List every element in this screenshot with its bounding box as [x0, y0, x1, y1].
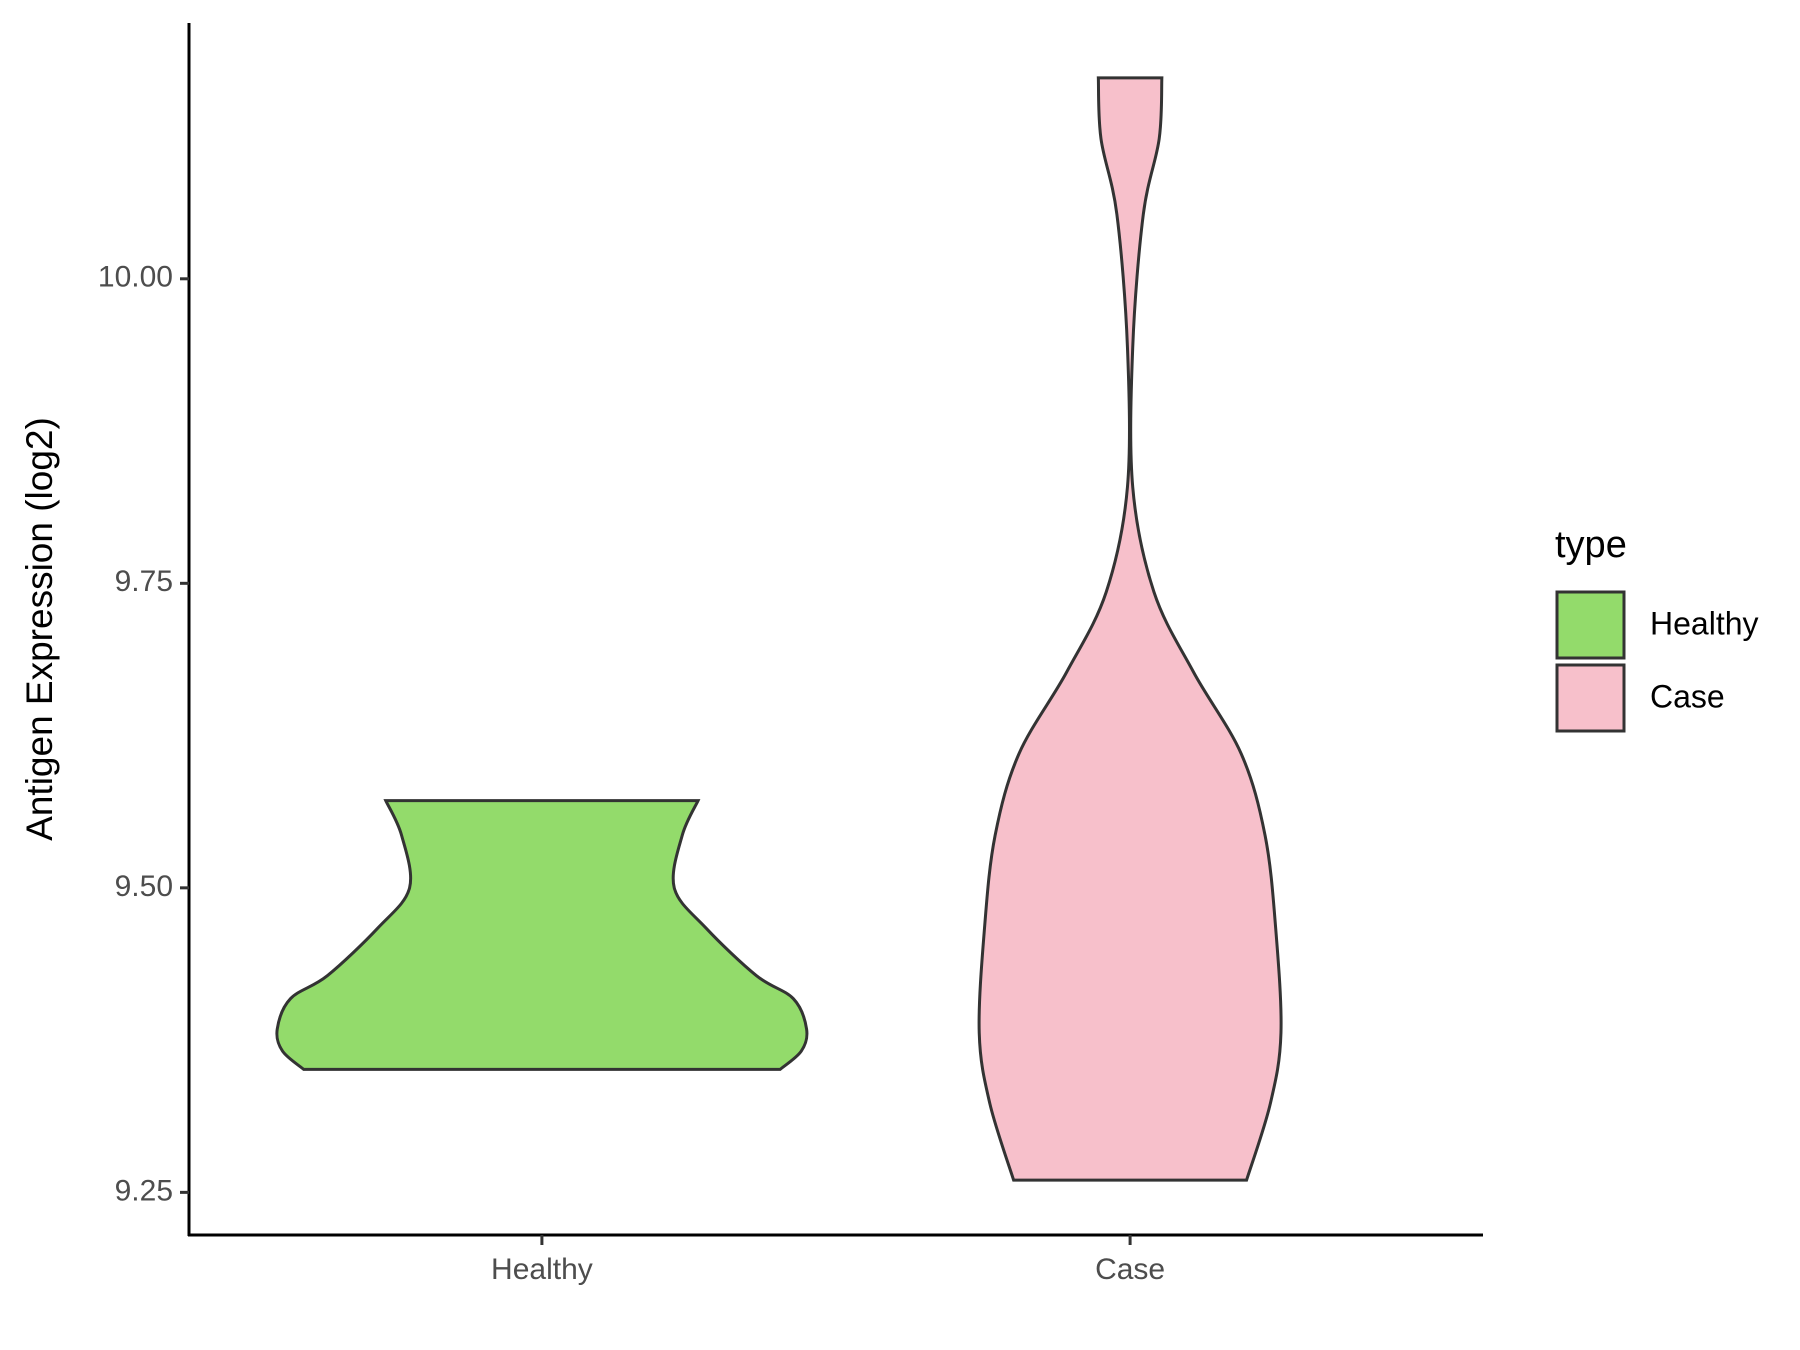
legend-key	[1555, 663, 1626, 733]
y-tick-label: 9.75	[115, 565, 173, 598]
y-axis-title: Antigen Expression (log2)	[19, 417, 60, 841]
x-tick-label: Case	[1095, 1253, 1165, 1286]
legend-key	[1555, 590, 1626, 660]
legend-title: type	[1555, 524, 1627, 566]
legend-label: Healthy	[1650, 605, 1759, 641]
violin	[275, 799, 809, 1071]
x-tick-label: Healthy	[491, 1253, 593, 1286]
legend-label: Case	[1650, 678, 1725, 714]
y-tick-label: 9.25	[115, 1174, 173, 1207]
y-tick-label: 10.00	[98, 261, 173, 294]
y-tick-label: 9.50	[115, 870, 173, 903]
violin	[977, 76, 1283, 1182]
